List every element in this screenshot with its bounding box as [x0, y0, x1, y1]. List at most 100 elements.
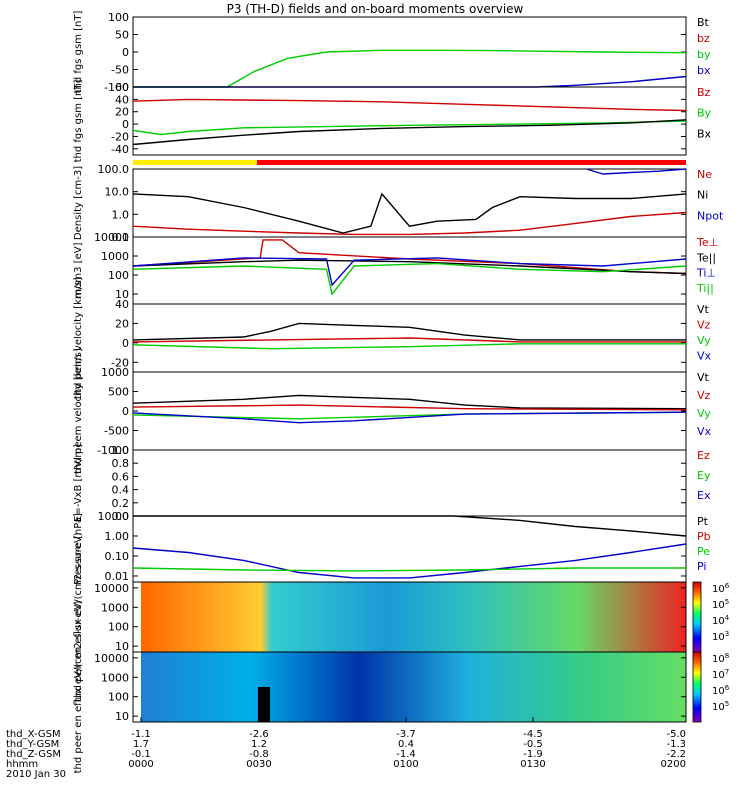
y-tick-label: 10 [115, 710, 129, 723]
y-tick-label: 0 [122, 118, 129, 131]
colorbar-tick-label: 105 [712, 700, 729, 713]
panel-3: 100.0 10.0 1.0 0.1 Density [cm-3] Ne Ni Npot [73, 163, 724, 244]
legend-entry: Pe [697, 545, 710, 558]
panel-frame [132, 86, 687, 156]
x-row-value: -0.5 [523, 739, 543, 750]
panel-5: 40 20 0 -20 thd peim velocity [km/s] Vt Vz Vy Vx [73, 277, 712, 399]
legend-entry: Ez [697, 449, 710, 462]
x-row-value: 0200 [661, 759, 686, 770]
y-tick-label: 100 [108, 621, 129, 634]
colorbar-tick-label: 103 [712, 630, 729, 643]
y-tick-label: -40 [111, 143, 129, 156]
series-line-vt [132, 394, 687, 410]
legend-entry: Vx [697, 350, 712, 363]
panel-frame [132, 371, 687, 451]
series-line-pt [133, 515, 687, 537]
y-tick-label: 0.1 [112, 231, 130, 244]
colorbar-tick-label: 108 [712, 652, 729, 665]
series-line-te [132, 259, 687, 275]
x-row-value: -1.1 [131, 729, 151, 740]
panel-frame [132, 515, 687, 583]
legend-entry: Vy [697, 334, 711, 347]
y-tick-label: 40 [115, 93, 129, 106]
legend-entry: Pt [697, 515, 709, 528]
legend-entry: Vt [697, 303, 710, 316]
y-axis-label: E=-VxB [mV/m] [73, 444, 84, 522]
y-axis-label: Density [cm-3] [73, 166, 84, 240]
y-tick-label: 10.00 [98, 510, 130, 523]
x-row-value: -1.4 [396, 749, 416, 760]
x-row-value: 0130 [520, 759, 545, 770]
y-tick-label: 100 [108, 11, 129, 24]
legend-entry: Vt [697, 371, 710, 384]
series-line-npot [586, 168, 687, 175]
y-tick-label: 100.0 [98, 163, 130, 176]
colorbar-tick-exponent: 5 [725, 700, 729, 708]
y-tick-label: 10000 [94, 231, 129, 244]
series-line-vx [132, 411, 687, 424]
series-line-bx [133, 75, 687, 88]
y-tick-label: 10000 [94, 652, 129, 665]
x-row-label: thd_Z-GSM [6, 749, 61, 760]
series-line-ti [132, 262, 687, 296]
panel-7: 1.00.80.60.40.20.0 E=-VxB [mV/m] Ez Ey Ex [73, 444, 711, 523]
series-line-vt [132, 322, 686, 341]
x-row-label: hhmm [6, 759, 38, 770]
x-row-value: -4.5 [523, 729, 543, 740]
legend-entry: Ti⊥ [696, 267, 716, 280]
legend-entry: Ex [697, 489, 711, 502]
y-tick-label: 1000 [101, 671, 129, 684]
y-tick-label: 500 [108, 386, 129, 399]
legend-entry: Te⊥ [696, 236, 718, 249]
y-tick-label: 10000 [94, 582, 129, 595]
legend-entry: Bt [697, 16, 710, 29]
series-line-vz [132, 337, 686, 343]
panel-1: 100 50 0 -50 -100 thd fgs gsm [nT] Bt bz by bx [73, 11, 711, 94]
y-tick-label: 1.0 [112, 208, 130, 221]
colorbar-tick-exponent: 6 [725, 684, 730, 692]
y-tick-label: -500 [104, 425, 129, 438]
y-tick-label: 20 [115, 106, 129, 119]
legend-entry: Vz [697, 389, 711, 402]
panel-9: 106 105 104 103 10000 1000 100 10 thd peir en ef… [73, 532, 730, 701]
y-tick-label: 0.6 [112, 470, 130, 483]
colorbar-tick-exponent: 6 [725, 582, 730, 590]
series-line-te [132, 239, 687, 275]
mode-flag-fast [257, 160, 686, 165]
legend-entry: Bz [697, 86, 711, 99]
y-tick-label: 0.8 [112, 457, 130, 470]
y-tick-label: -100 [104, 81, 129, 94]
colorbar-tick-exponent: 3 [725, 630, 729, 638]
x-row-value: -2.2 [666, 749, 686, 760]
y-tick-label: 0.2 [112, 497, 130, 510]
y-axis-label: thd peir en eflux eV/(cm2-s-sr-eV) [73, 532, 84, 701]
x-row-value: -0.1 [131, 749, 151, 760]
series-line-vy [132, 343, 686, 350]
y-axis-label: thd peem velocity [km/s] [73, 348, 84, 474]
y-tick-label: 20 [115, 317, 129, 330]
legend-entry: Ti|| [696, 282, 714, 295]
series-line-pe [132, 567, 686, 572]
panel-frame [132, 651, 687, 723]
x-row-value: -5.0 [666, 729, 686, 740]
series-line-vz [132, 404, 687, 411]
x-row-value: -1.3 [666, 739, 686, 750]
y-axis-label: thd peim velocity [km/s] [73, 277, 84, 399]
y-tick-label: 1000 [101, 601, 129, 614]
y-tick-label: -1000 [97, 444, 129, 457]
legend-entry: Vy [697, 407, 711, 420]
colorbar-tick-exponent: 7 [725, 668, 729, 676]
y-tick-label: 40 [115, 298, 129, 311]
x-row-value: 0000 [128, 759, 153, 770]
y-tick-label: 0 [122, 337, 129, 350]
colorbar-tick-label: 106 [712, 582, 730, 595]
series-line-ne [132, 211, 687, 236]
colorbar-tick-exponent: 8 [725, 652, 729, 660]
legend-entry: Pi [697, 560, 706, 573]
panel-frame [132, 449, 687, 517]
colorbar-tick-exponent: 5 [725, 598, 729, 606]
spectrogram-fill [141, 582, 686, 652]
legend-entry: Ni [697, 189, 708, 202]
series-line-pi [132, 543, 687, 579]
